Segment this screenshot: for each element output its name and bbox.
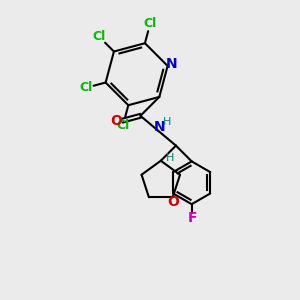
Text: O: O bbox=[168, 195, 179, 209]
Text: N: N bbox=[154, 120, 166, 134]
Text: N: N bbox=[166, 57, 177, 71]
Text: O: O bbox=[111, 114, 123, 128]
Text: Cl: Cl bbox=[79, 81, 92, 94]
Text: H: H bbox=[166, 153, 175, 163]
Text: F: F bbox=[188, 212, 198, 226]
Text: Cl: Cl bbox=[116, 119, 130, 132]
Text: Cl: Cl bbox=[144, 16, 157, 30]
Text: H: H bbox=[163, 117, 171, 128]
Text: Cl: Cl bbox=[93, 30, 106, 43]
